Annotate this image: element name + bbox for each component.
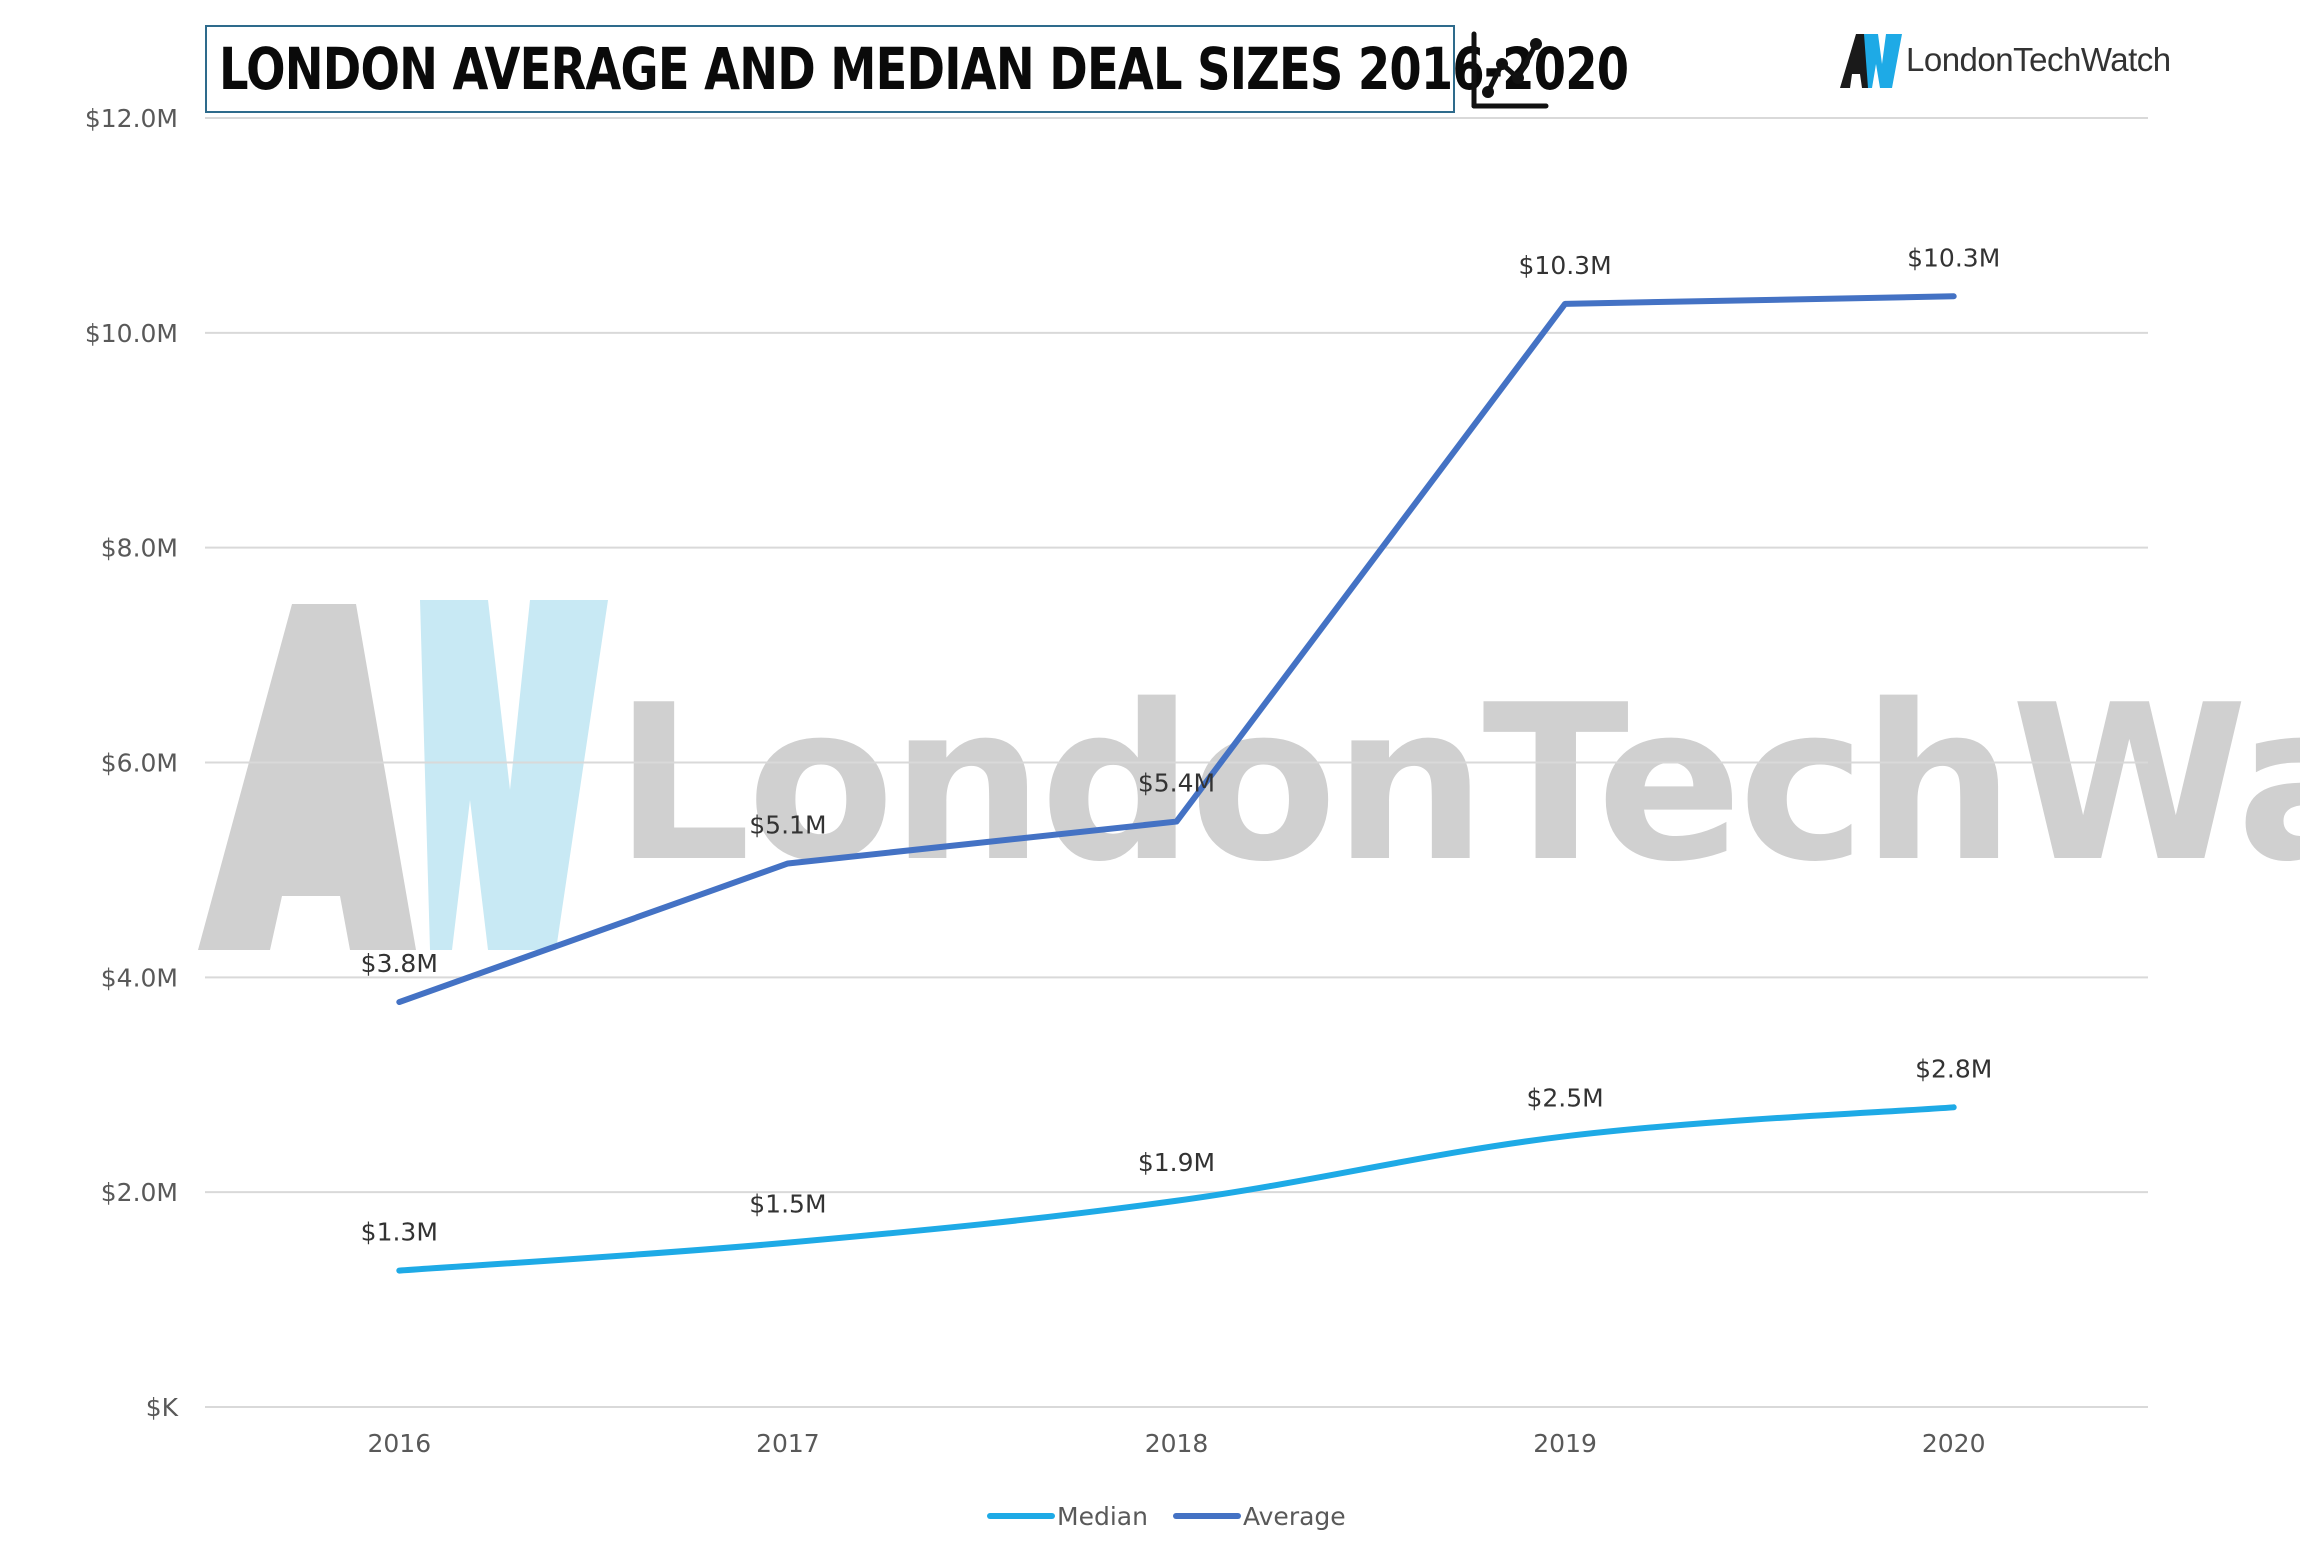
data-label-median: $1.5M xyxy=(749,1190,826,1219)
aw-logo-icon xyxy=(1840,34,1902,88)
watermark-w-mark xyxy=(420,600,608,950)
data-label-average: $5.1M xyxy=(749,810,826,839)
data-label-median: $1.3M xyxy=(361,1218,438,1247)
legend-label: Median xyxy=(1057,1502,1148,1531)
data-label-median: $2.8M xyxy=(1915,1054,1992,1083)
legend: Median Average xyxy=(987,1502,1346,1531)
y-tick-label: $4.0M xyxy=(101,963,178,992)
watermark: LondonTechWatch xyxy=(198,600,2300,950)
legend-item-average: Average xyxy=(1173,1502,1346,1531)
data-label-average: $5.4M xyxy=(1138,769,1215,798)
chart-title-box: LONDON AVERAGE AND MEDIAN DEAL SIZES 201… xyxy=(205,25,1629,113)
data-label-median: $2.5M xyxy=(1526,1083,1603,1112)
data-labels: $1.3M $1.5M $1.9M $2.5M $2.8M $3.8M $5.1M $5.4M… xyxy=(361,243,2001,1246)
data-label-average: $10.3M xyxy=(1519,251,1612,280)
y-tick-label: $6.0M xyxy=(101,749,178,778)
watermark-text: LondonTechWatch xyxy=(614,658,2300,909)
x-tick-label: 2018 xyxy=(1145,1429,1209,1458)
series-lines xyxy=(396,293,1957,1274)
x-tick-label: 2019 xyxy=(1533,1429,1597,1458)
gridlines xyxy=(205,117,2148,1408)
y-tick-label: $K xyxy=(146,1393,179,1422)
x-tick-label: 2016 xyxy=(367,1429,431,1458)
legend-item-median: Median xyxy=(987,1502,1148,1531)
y-tick-label: $2.0M xyxy=(101,1178,178,1207)
x-axis-tick-labels: 2016 2017 2018 2019 2020 xyxy=(367,1429,1985,1458)
series-line-median xyxy=(396,1104,1957,1274)
y-tick-label: $8.0M xyxy=(101,534,178,563)
brand-name: LondonTechWatch xyxy=(1906,41,2171,78)
chart-title: LONDON AVERAGE AND MEDIAN DEAL SIZES 201… xyxy=(219,35,1629,103)
line-chart-icon xyxy=(1471,31,1549,109)
data-label-median: $1.9M xyxy=(1138,1148,1215,1177)
series-line-average xyxy=(396,293,1957,1006)
watermark-a-mark xyxy=(198,604,416,950)
y-tick-label: $12.0M xyxy=(85,104,178,133)
y-tick-label: $10.0M xyxy=(85,319,178,348)
data-label-average: $3.8M xyxy=(361,949,438,978)
legend-label: Average xyxy=(1243,1502,1346,1531)
x-tick-label: 2020 xyxy=(1922,1429,1986,1458)
data-label-average: $10.3M xyxy=(1907,243,2000,272)
x-tick-label: 2017 xyxy=(756,1429,820,1458)
y-axis-tick-labels: $K $2.0M $4.0M $6.0M $8.0M $10.0M $12.0M xyxy=(85,104,179,1422)
brand-logo: LondonTechWatch xyxy=(1838,28,2171,92)
